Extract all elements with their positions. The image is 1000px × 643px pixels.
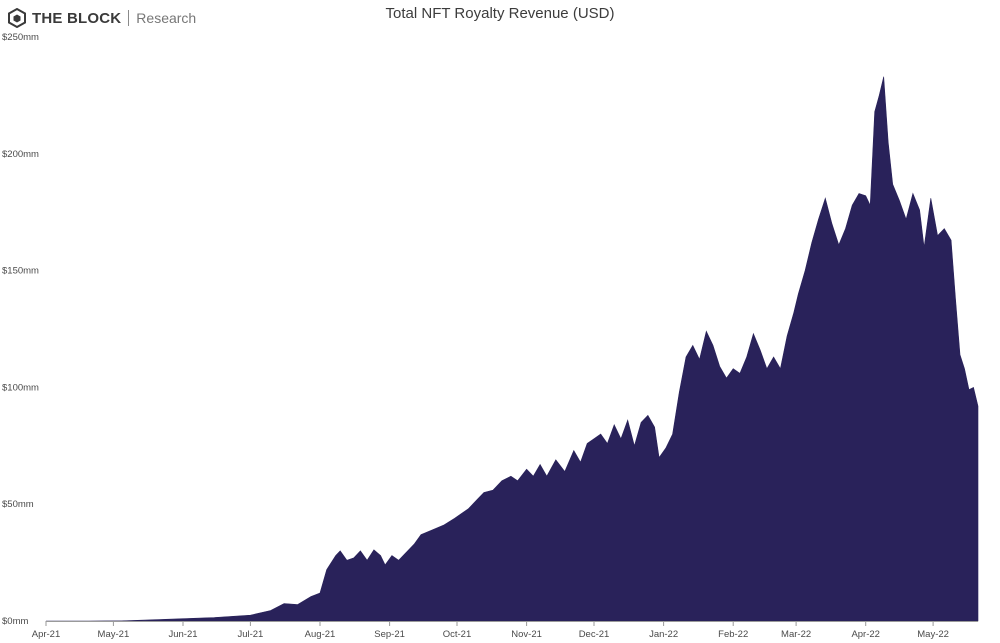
y-tick-label: $200mm: [2, 149, 39, 160]
x-tick-label: Apr-22: [851, 629, 880, 640]
x-tick-label: May-21: [98, 629, 130, 640]
cube-logo-icon: [8, 8, 26, 28]
x-tick-label: Sep-21: [374, 629, 405, 640]
x-tick-label: Aug-21: [305, 629, 336, 640]
x-tick-label: Jan-22: [649, 629, 678, 640]
y-tick-label: $0mm: [2, 616, 28, 627]
x-tick-label: Jun-21: [168, 629, 197, 640]
x-tick-label: Oct-21: [443, 629, 472, 640]
brand-subtitle: Research: [136, 10, 197, 26]
brand-divider: [128, 10, 130, 26]
brand-name: THE BLOCK: [32, 9, 122, 27]
x-tick-label: Apr-21: [32, 629, 61, 640]
x-tick-label: May-22: [917, 629, 949, 640]
x-tick-label: Mar-22: [781, 629, 811, 640]
y-tick-label: $250mm: [2, 32, 39, 43]
series-area-0: [46, 76, 979, 622]
x-tick-label: Dec-21: [579, 629, 610, 640]
y-tick-label: $100mm: [2, 382, 39, 393]
y-tick-label: $150mm: [2, 266, 39, 277]
x-tick-label: Jul-21: [237, 629, 263, 640]
y-tick-label: $50mm: [2, 499, 34, 510]
x-tick-label: Nov-21: [511, 629, 542, 640]
brand-logo: THE BLOCK Research: [8, 6, 196, 30]
chart-title: Total NFT Royalty Revenue (USD): [385, 5, 615, 22]
x-tick-label: Feb-22: [718, 629, 748, 640]
